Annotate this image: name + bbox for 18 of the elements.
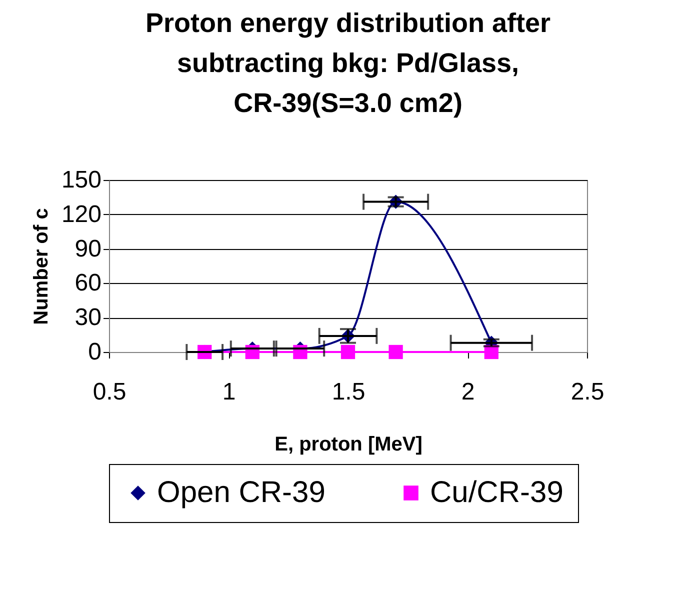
chart-title: Proton energy distribution after subtracting bkg: Pd/Glass, CR-39(S=3.0 cm2) xyxy=(145,8,552,118)
y-tick-label: 120 xyxy=(61,200,102,228)
x-tick-label: 2.5 xyxy=(570,378,604,406)
legend-label: Open CR-39 xyxy=(157,476,326,509)
x-tick-label: 2 xyxy=(461,378,475,406)
x-axis-title: E, proton [MeV] xyxy=(274,434,422,456)
y-tick-label: 0 xyxy=(88,338,102,366)
x-tick-label: 1 xyxy=(222,378,236,406)
y-tick-label: 90 xyxy=(74,235,102,262)
y-tick-label: 60 xyxy=(74,270,102,297)
y-tick-label: 150 xyxy=(61,166,102,194)
x-tick-label: 0.5 xyxy=(92,378,126,406)
y-axis-title: Number of c xyxy=(30,208,52,325)
legend-label: Cu/CR-39 xyxy=(430,476,564,509)
y-tick-label: 30 xyxy=(74,304,102,332)
point xyxy=(388,344,403,360)
point xyxy=(340,344,356,360)
x-tick-label: 1.5 xyxy=(332,378,366,406)
